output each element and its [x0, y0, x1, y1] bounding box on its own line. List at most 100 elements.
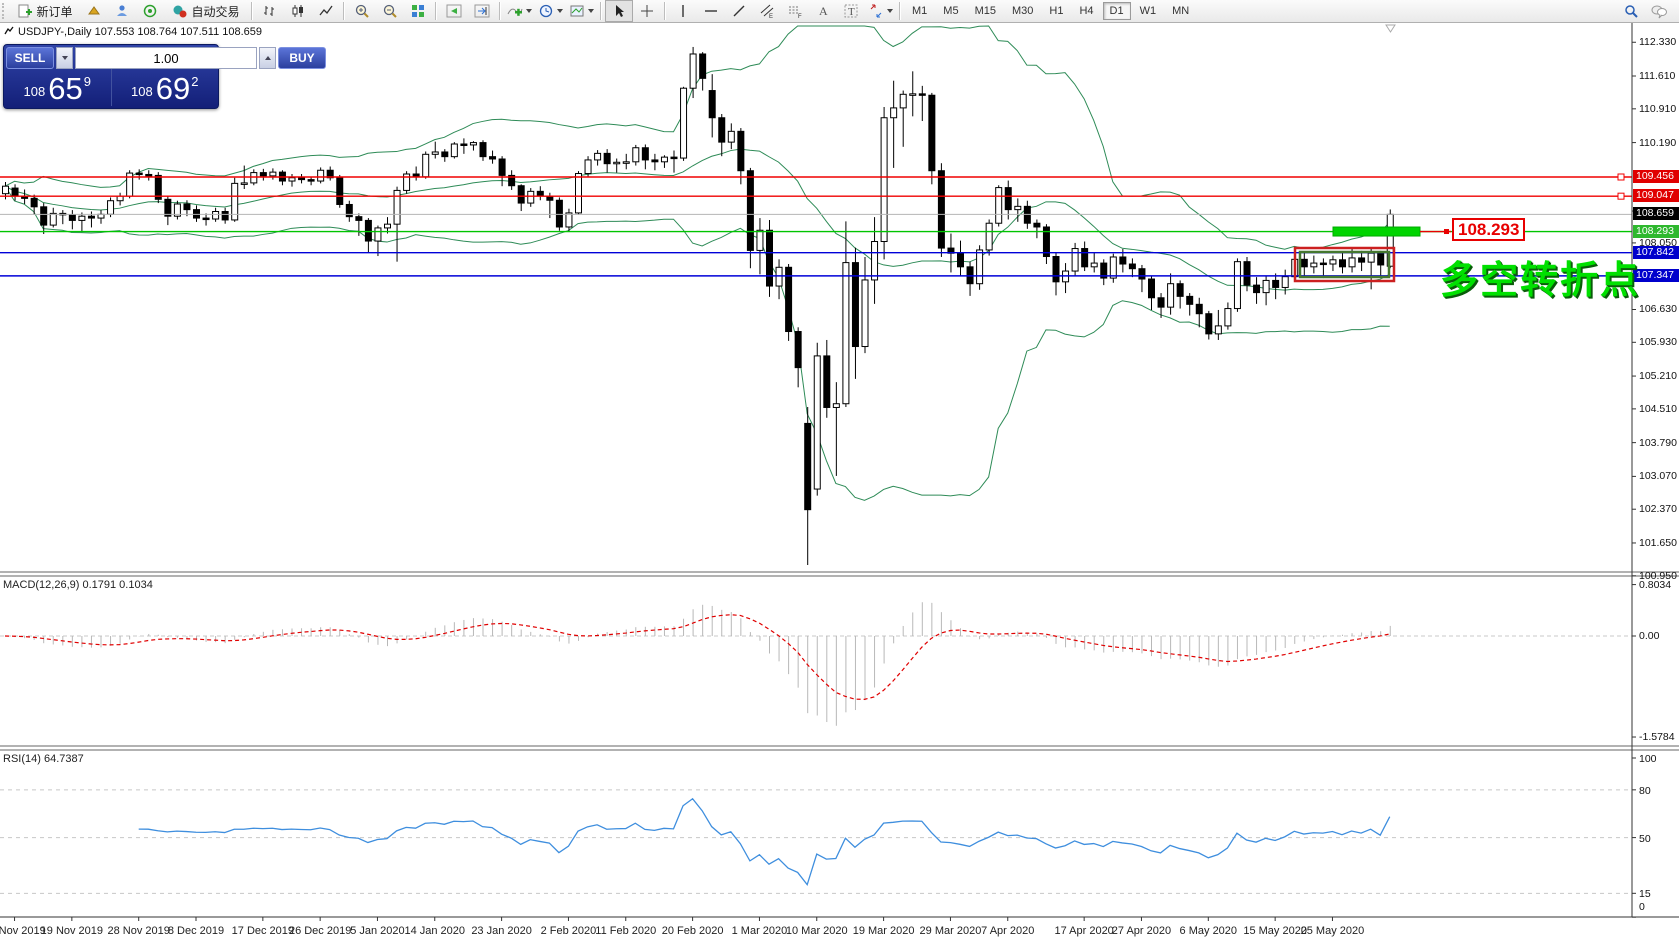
volume-decrease-button[interactable] — [56, 47, 73, 69]
candlestick-button[interactable] — [284, 0, 312, 22]
highlight-box-outer[interactable] — [1293, 246, 1396, 283]
date-label: 2 Feb 2020 — [540, 925, 597, 937]
timeframe-buttons: M1 M5 M15 M30 H1 H4 D1 W1 MN — [904, 2, 1197, 20]
price-tick-label: 103.070 — [1639, 470, 1677, 483]
indicators-icon — [507, 3, 523, 19]
timeframe-button-H4[interactable]: H4 — [1079, 5, 1094, 17]
sell-button[interactable]: SELL — [6, 47, 54, 69]
channel-icon: E — [759, 3, 775, 19]
buy-button[interactable]: BUY — [278, 47, 326, 69]
text-label-button[interactable]: T — [837, 0, 865, 22]
market-watch-icon — [86, 3, 102, 19]
bb-upper-band — [4, 25, 1391, 250]
new-order-button[interactable]: 新订单 — [10, 0, 80, 22]
date-label: 17 Apr 2020 — [1054, 925, 1114, 937]
highlight-box-inner[interactable] — [1298, 250, 1391, 279]
channel-button[interactable]: E — [753, 0, 781, 22]
price-tick-label: 110.910 — [1639, 102, 1677, 115]
rsi-tick-label: 15 — [1639, 888, 1651, 901]
price-tick-label: 100.950 — [1639, 569, 1677, 582]
tile-windows-button[interactable] — [404, 0, 432, 22]
rsi-tick-label: 80 — [1639, 784, 1651, 797]
auto-scroll-button[interactable] — [440, 0, 468, 22]
volume-input[interactable] — [75, 47, 257, 69]
date-label: 6 May 2020 — [1179, 925, 1238, 937]
toolbar-separator — [499, 2, 501, 20]
search-icon — [1623, 3, 1639, 19]
horizontal-line-button[interactable] — [697, 0, 725, 22]
date-label: 14 Jan 2020 — [404, 925, 466, 937]
price-badge: 108.293 — [1633, 224, 1679, 238]
tile-windows-icon — [410, 3, 426, 19]
cursor-icon — [611, 3, 627, 19]
macd-tick-label: 0.00 — [1639, 630, 1660, 642]
arrows-icon — [868, 3, 884, 19]
indicators-caret — [526, 9, 532, 13]
crosshair-button[interactable] — [633, 0, 661, 22]
toolbar-separator — [435, 2, 437, 20]
date-label: 8 Dec 2019 — [167, 925, 225, 937]
timeframe-button-W1[interactable]: W1 — [1139, 5, 1157, 17]
navigator-button[interactable] — [136, 0, 164, 22]
triangle-up-icon — [264, 56, 271, 60]
fibonacci-icon: F — [787, 3, 803, 19]
toolbar-separator — [600, 2, 602, 20]
search-button[interactable] — [1617, 0, 1645, 22]
chat-button[interactable] — [1645, 0, 1673, 22]
trendline-button[interactable] — [725, 0, 753, 22]
annotation-text-cn[interactable]: 多空转折点 — [1440, 260, 1641, 302]
timeframe-button-M30[interactable]: M30 — [1011, 5, 1034, 17]
volume-increase-button[interactable] — [259, 47, 276, 69]
price-badge: 108.659 — [1633, 207, 1679, 221]
date-label: 19 Mar 2020 — [852, 925, 915, 937]
price-tick-label: 110.190 — [1639, 136, 1677, 149]
cursor-button[interactable] — [605, 0, 633, 22]
line-handle[interactable] — [1617, 173, 1625, 181]
timeframe-button-D1[interactable]: D1 — [1102, 2, 1131, 20]
text-label-icon: T — [843, 3, 859, 19]
auto-trading-button[interactable]: 自动交易 — [164, 0, 248, 22]
zoom-out-icon — [382, 3, 398, 19]
chat-icon — [1650, 3, 1668, 19]
zoom-out-button[interactable] — [376, 0, 404, 22]
crosshair-icon — [639, 3, 655, 19]
date-label: 29 Mar 2020 — [919, 925, 982, 937]
rsi-line — [138, 797, 1391, 887]
line-chart-button[interactable] — [312, 0, 340, 22]
trend-segment[interactable] — [1332, 226, 1421, 237]
rsi-indicator-label: RSI(14) 64.7387 — [3, 753, 84, 765]
triangle-down-icon — [61, 56, 68, 60]
chart-shift-button[interactable] — [468, 0, 496, 22]
timeframe-button-H1[interactable]: H1 — [1049, 5, 1064, 17]
vertical-line-button[interactable] — [669, 0, 697, 22]
symbol-marker-icon — [4, 26, 14, 38]
timeframe-button-M15[interactable]: M15 — [974, 5, 996, 17]
data-window-icon — [114, 3, 130, 19]
macd-indicator-label: MACD(12,26,9) 0.1791 0.1034 — [3, 579, 153, 591]
buy-price-button[interactable]: 108 69 2 — [112, 69, 219, 106]
market-watch-button[interactable] — [80, 0, 108, 22]
macd-tick-label: -1.5784 — [1639, 731, 1675, 744]
text-button[interactable]: A — [809, 0, 837, 22]
bar-chart-button[interactable] — [256, 0, 284, 22]
arrows-button[interactable] — [865, 0, 896, 22]
macd-signal-line — [4, 614, 1390, 700]
templates-icon — [569, 3, 585, 19]
zoom-in-button[interactable] — [348, 0, 376, 22]
timeframe-button-M5[interactable]: M5 — [943, 5, 959, 17]
price-callout-label[interactable]: 108.293 — [1452, 218, 1526, 241]
timeframe-button-MN[interactable]: MN — [1172, 5, 1190, 17]
sell-price-button[interactable]: 108 65 9 — [4, 69, 112, 106]
timeframe-button-M1[interactable]: M1 — [912, 5, 928, 17]
navigator-icon — [142, 3, 158, 19]
date-label: 28 Nov 2019 — [107, 925, 170, 937]
periods-button[interactable] — [535, 0, 566, 22]
price-badge: 109.456 — [1633, 170, 1679, 183]
data-window-button[interactable] — [108, 0, 136, 22]
fibonacci-button[interactable]: F — [781, 0, 809, 22]
line-handle[interactable] — [1617, 192, 1625, 200]
templates-button[interactable] — [566, 0, 597, 22]
toolbar-separator — [251, 2, 253, 20]
indicators-button[interactable] — [504, 0, 535, 22]
